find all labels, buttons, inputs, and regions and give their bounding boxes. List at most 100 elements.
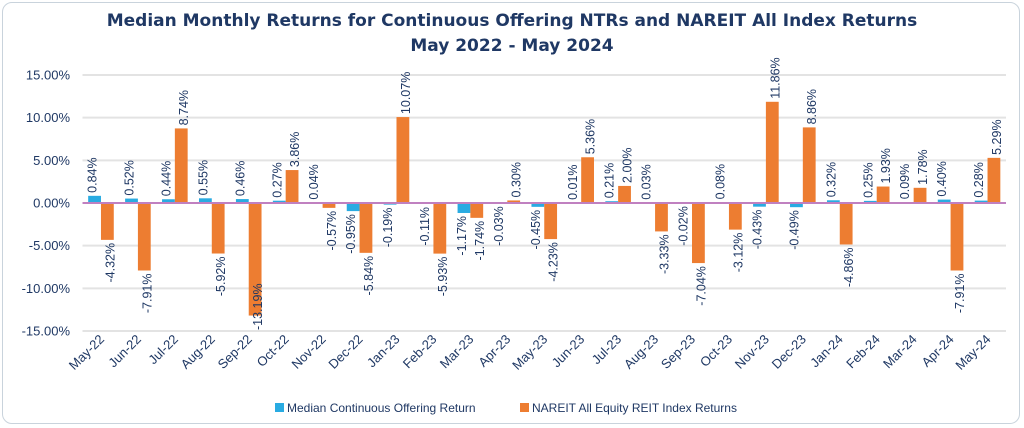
bar-median-return [198,198,212,203]
bar-median-return [531,203,545,207]
bar-median-return [753,203,766,207]
data-label: -0.43% [750,210,764,250]
x-tick-label: Jul-22 [145,332,181,368]
data-label: 1.78% [916,149,930,184]
x-tick-label: Jun-23 [549,332,588,371]
data-label: 0.44% [159,161,173,196]
data-label: 10.07% [399,72,413,114]
data-label: -0.49% [787,210,801,250]
legend-label: NAREIT All Equity REIT Index Returns [532,401,737,415]
bar-nareit-return [137,203,151,271]
data-label: 0.04% [307,164,321,199]
data-label: 5.29% [990,119,1004,154]
data-label: -4.86% [842,247,856,287]
x-tick-label: Aug-23 [621,332,661,372]
bar-median-return [790,203,803,208]
data-label: 0.52% [123,160,137,195]
bar-median-return [272,200,286,203]
data-label: 2.00% [621,147,635,182]
y-tick-label: 0.00% [33,196,70,211]
bar-nareit-return [100,203,114,240]
x-tick-label: Nov-22 [288,332,328,372]
data-label: 0.25% [861,162,875,197]
data-label: 0.84% [86,157,100,192]
bar-nareit-return [802,127,816,203]
chart-title: Median Monthly Returns for Continuous Of… [107,11,918,31]
bar-median-return [162,199,175,203]
data-label: 0.40% [935,161,949,196]
x-tick-label: Apr-23 [475,332,513,370]
bar-nareit-return [876,186,890,203]
bar-nareit-return [765,101,779,203]
x-tick-label: Dec-23 [769,332,809,372]
data-label: -13.19% [251,283,265,330]
x-tick-label: Aug-22 [178,332,218,372]
data-label: 1.93% [879,148,893,183]
x-tick-label: Nov-23 [732,332,772,372]
data-label: 8.86% [805,89,819,124]
bar-nareit-return [248,203,262,316]
bar-nareit-return [322,203,336,208]
x-tick-label: Jul-23 [589,332,625,368]
data-label: 0.32% [824,162,838,197]
data-label: -7.04% [694,266,708,306]
bar-nareit-return [359,203,373,253]
data-label: -0.11% [418,207,432,246]
data-label: 0.46% [233,161,247,196]
data-label: 0.09% [898,164,912,199]
x-tick-label: Sep-23 [658,332,698,372]
bar-median-return [974,200,988,203]
data-label: -0.03% [492,206,506,246]
bar-median-return [457,203,471,213]
y-tick-label: -15.00% [22,324,71,339]
y-tick-label: -5.00% [29,238,71,253]
bar-nareit-return [581,157,594,203]
x-tick-label: Dec-22 [325,332,365,372]
x-tick-label: May-23 [509,332,550,373]
bar-median-return [346,203,360,212]
data-label: -7.91% [140,273,154,313]
data-label: -7.91% [953,273,967,313]
data-label: 0.01% [566,164,580,199]
data-label: -0.45% [529,210,543,250]
legend-swatch [520,403,529,412]
data-label: 0.03% [640,164,654,199]
data-label: 3.86% [288,132,302,167]
bar-nareit-return [285,170,299,203]
bar-median-return [863,200,877,203]
data-label: -3.12% [731,233,745,273]
data-label: 0.21% [603,163,617,198]
bar-median-return [826,200,840,203]
bar-median-return [125,198,138,203]
legend-swatch [275,403,284,412]
bar-nareit-return [655,203,668,232]
data-label: -1.17% [455,216,469,256]
bar-nareit-return [618,185,631,203]
bar-nareit-return [174,128,188,203]
bar-nareit-return [544,203,558,240]
data-label: 0.28% [972,162,986,197]
legend-label: Median Continuous Offering Return [287,401,476,415]
data-label: -5.93% [436,257,450,297]
data-label: -0.19% [381,208,395,248]
y-tick-label: 5.00% [33,153,70,168]
bar-nareit-return [950,203,964,271]
data-label: 11.86% [768,57,782,98]
x-tick-label: Apr-24 [919,332,957,370]
data-label: 0.55% [196,160,210,195]
data-label: -0.95% [344,214,358,254]
x-tick-label: Jan-24 [807,332,846,371]
data-label: 0.30% [510,162,524,197]
y-tick-label: 10.00% [26,110,71,125]
bar-nareit-return [396,117,410,203]
x-tick-label: Sep-22 [215,332,255,372]
bar-median-return [937,199,951,203]
data-label: -0.57% [325,211,339,251]
x-tick-label: Jan-23 [364,332,403,371]
bar-nareit-return [692,203,705,264]
x-tick-label: May-22 [66,332,107,373]
data-label: 8.74% [177,90,191,125]
x-tick-label: May-24 [952,332,993,373]
